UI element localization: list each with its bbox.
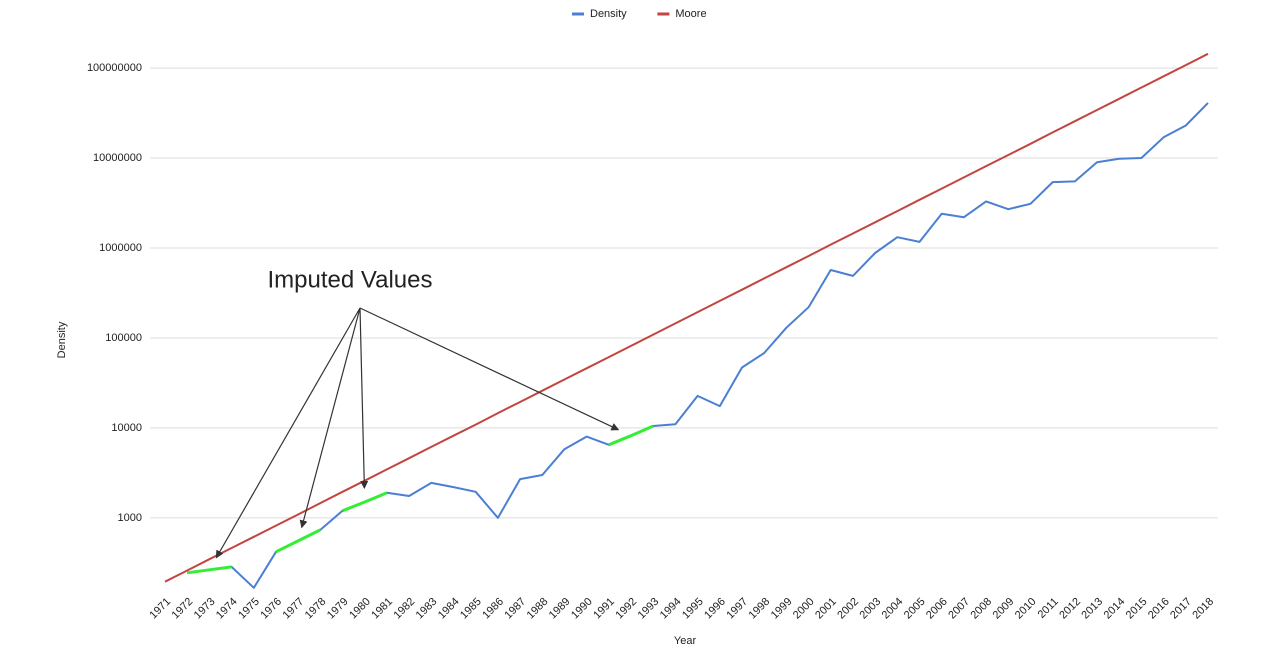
x-tick-label: 2010: [1013, 596, 1039, 622]
y-tick-label: 100000000: [87, 62, 142, 74]
legend-label: Moore: [675, 8, 706, 20]
x-tick-label: 2014: [1102, 596, 1128, 622]
x-tick-label: 1981: [369, 596, 395, 622]
x-tick-label: 1979: [325, 596, 351, 622]
x-tick-label: 1993: [636, 596, 662, 622]
imputed-segment: [186, 565, 232, 575]
x-tick-label: 2016: [1146, 596, 1172, 622]
x-tick-label: 1974: [214, 596, 240, 622]
annotation-arrow: [359, 307, 620, 431]
y-axis-label: Density: [56, 321, 68, 358]
x-tick-label: 1978: [303, 596, 329, 622]
y-tick-label: 1000000: [99, 242, 142, 254]
imputed-segment: [608, 424, 654, 447]
x-tick-label: 1987: [502, 596, 528, 622]
x-tick-label: 1992: [613, 596, 639, 622]
x-tick-label: 2002: [835, 596, 861, 622]
annotation-text: Imputed Values: [268, 266, 433, 293]
x-tick-label: 2001: [813, 596, 839, 622]
x-tick-label: 2000: [791, 596, 817, 622]
x-tick-label: 1989: [547, 596, 573, 622]
x-tick-label: 2007: [946, 596, 972, 622]
x-tick-label: 1991: [591, 596, 617, 622]
x-tick-label: 2006: [924, 596, 950, 622]
series-line: [164, 52, 1209, 583]
x-tick-label: 1973: [192, 596, 218, 622]
x-tick-label: 1971: [147, 596, 173, 622]
x-tick-label: 1982: [391, 596, 417, 622]
x-tick-label: 1999: [769, 596, 795, 622]
x-tick-label: 1988: [525, 596, 551, 622]
x-tick-label: 2009: [991, 596, 1017, 622]
x-tick-label: 1985: [458, 596, 484, 622]
x-tick-label: 2005: [902, 596, 928, 622]
x-tick-label: 1997: [724, 596, 750, 622]
x-tick-label: 2015: [1124, 596, 1150, 622]
x-tick-label: 2012: [1057, 596, 1083, 622]
x-tick-label: 2008: [968, 596, 994, 622]
annotation-arrow: [359, 307, 369, 490]
annotation-arrow: [215, 307, 361, 559]
x-tick-label: 1990: [569, 596, 595, 622]
x-tick-label: 2017: [1168, 596, 1194, 622]
legend-label: Density: [590, 8, 627, 20]
x-tick-label: 1998: [747, 596, 773, 622]
x-tick-label: 1986: [480, 596, 506, 622]
y-tick-label: 10000000: [93, 152, 142, 164]
x-axis-label: Year: [674, 635, 697, 647]
x-tick-label: 1994: [658, 596, 684, 622]
y-tick-label: 1000: [118, 512, 142, 524]
x-tick-label: 1977: [281, 596, 307, 622]
x-tick-label: 2013: [1079, 596, 1105, 622]
x-tick-label: 2004: [880, 596, 906, 622]
x-tick-label: 2003: [858, 596, 884, 622]
x-tick-label: 1976: [258, 596, 284, 622]
imputed-segment: [341, 491, 388, 513]
x-tick-label: 1995: [680, 596, 706, 622]
x-tick-label: 1972: [170, 596, 196, 622]
x-tick-label: 2011: [1036, 596, 1061, 621]
x-tick-label: 1983: [414, 596, 440, 622]
annotation-arrow: [299, 307, 361, 529]
y-tick-label: 10000: [111, 422, 142, 434]
y-tick-label: 100000: [105, 332, 142, 344]
x-tick-label: 1980: [347, 596, 373, 622]
x-tick-label: 1975: [236, 596, 262, 622]
x-tick-label: 1984: [436, 596, 462, 622]
imputed-segment: [275, 528, 321, 554]
series-line: [187, 102, 1209, 589]
x-tick-label: 1996: [702, 596, 728, 622]
x-tick-label: 2018: [1190, 596, 1216, 622]
